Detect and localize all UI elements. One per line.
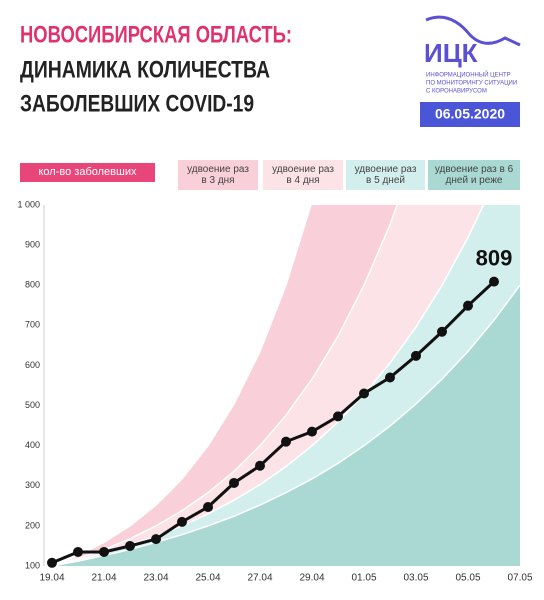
point — [333, 411, 343, 422]
point — [307, 426, 317, 437]
data-label: 809 — [476, 245, 513, 270]
date: 06.05.2020 — [435, 106, 505, 122]
y-tick-label: 700 — [25, 320, 40, 330]
x-tick-label: 25.04 — [195, 573, 220, 584]
title-line: НОВОСИБИРСКАЯ ОБЛАСТЬ: — [20, 21, 292, 48]
point — [125, 540, 135, 551]
y-tick-label: 600 — [25, 360, 40, 370]
point — [411, 350, 421, 361]
point — [47, 557, 57, 568]
point — [489, 276, 499, 287]
point — [463, 300, 473, 311]
point — [437, 326, 447, 337]
x-tick-label: 01.05 — [351, 573, 376, 584]
y-tick-label: 1 000 — [17, 199, 40, 209]
title-line: ЗАБОЛЕВШИХ COVID-19 — [20, 90, 254, 117]
point — [203, 502, 213, 513]
x-tick-label: 19.04 — [39, 573, 64, 584]
point — [151, 534, 161, 545]
legend-entry: удвоение раз в 6 дней и реже — [428, 160, 520, 190]
logo: ИЦК — [424, 38, 478, 68]
logo-text: ПО МОНИТОРИНГУ СИТУАЦИИ — [426, 81, 517, 87]
y-tick-label: 400 — [25, 440, 40, 450]
legend-entry: удвоение раз в 5 дней — [346, 160, 425, 190]
y-tick-label: 200 — [25, 520, 40, 530]
point — [359, 388, 369, 399]
y-tick-label: 300 — [25, 480, 40, 490]
x-tick-label: 27.04 — [247, 573, 272, 584]
y-tick-label: 100 — [25, 560, 40, 570]
point — [255, 460, 265, 471]
x-tick-label: 29.04 — [299, 573, 324, 584]
point — [385, 372, 395, 383]
y-tick-label: 500 — [25, 400, 40, 410]
legend-entry: удвоение раз в 3 дня — [178, 160, 258, 190]
band-edge — [51, 205, 398, 566]
x-tick-label: 07.05 — [507, 573, 532, 584]
x-tick-label: 05.05 — [455, 573, 480, 584]
point — [99, 546, 109, 557]
band-area — [52, 285, 520, 566]
legend-entry: кол-во заболевших — [20, 163, 155, 182]
logo-graphic — [425, 15, 521, 47]
point — [281, 436, 291, 447]
x-tick-label: 21.04 — [91, 573, 116, 584]
logo-text: ИНФОРМАЦИОННЫЙ ЦЕНТР — [426, 71, 511, 79]
date-badge — [420, 102, 520, 127]
y-tick-label: 900 — [25, 239, 40, 249]
point — [177, 516, 187, 527]
x-tick-label: 03.05 — [403, 573, 428, 584]
y-tick-label: 800 — [25, 280, 40, 290]
title-line: ДИНАМИКА КОЛИЧЕСТВА — [20, 56, 270, 83]
x-tick-label: 23.04 — [143, 573, 168, 584]
legend-entry: удвоение раз в 4 дня — [263, 160, 343, 190]
point — [229, 477, 239, 488]
logo-text: С КОРОНАВИРУСОМ — [426, 89, 487, 95]
point — [73, 546, 83, 557]
band-edge — [51, 205, 312, 566]
